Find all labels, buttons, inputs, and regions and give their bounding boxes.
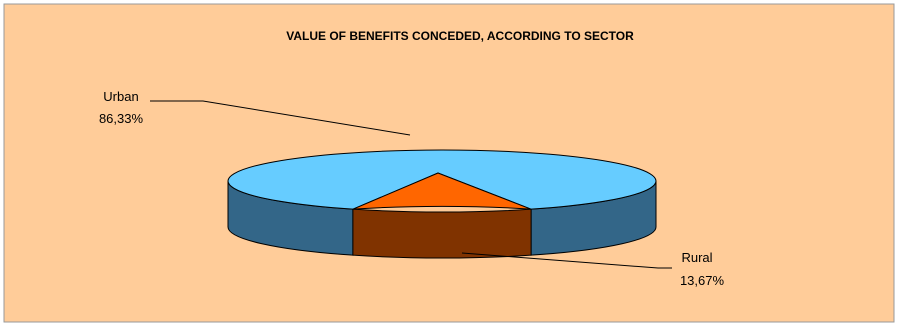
leader-line-rural bbox=[461, 252, 672, 269]
leader-line-urban bbox=[150, 100, 411, 136]
chart-title: VALUE OF BENEFITS CONCEDED, ACCORDING TO… bbox=[286, 29, 634, 43]
slice-rural-top bbox=[352, 172, 532, 210]
label-rural-value: 13,67% bbox=[680, 273, 725, 288]
slice-urban-top bbox=[227, 149, 657, 210]
slice-labels: Urban 86,33% Rural 13,67% bbox=[99, 89, 725, 288]
slice-rural-side bbox=[352, 208, 532, 259]
label-urban-value: 86,33% bbox=[99, 111, 144, 126]
label-rural-name: Rural bbox=[681, 250, 712, 265]
pie-slices bbox=[227, 149, 657, 259]
label-urban-name: Urban bbox=[103, 89, 138, 104]
